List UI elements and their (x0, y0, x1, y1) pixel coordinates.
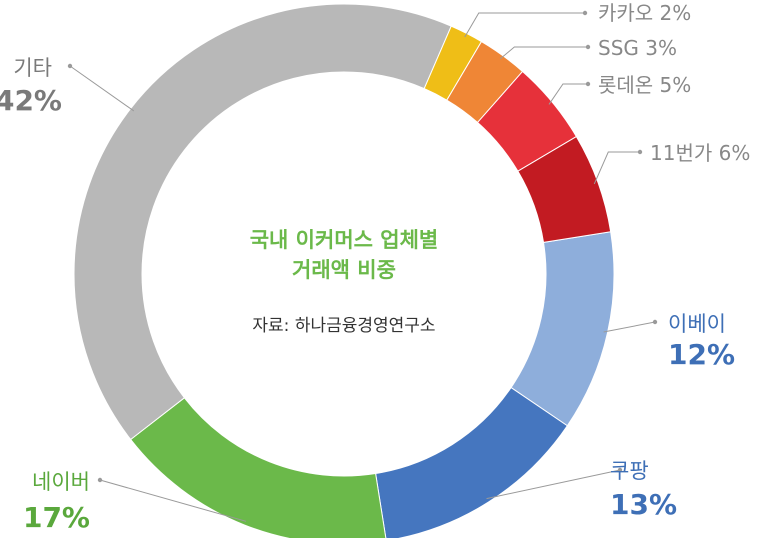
leader-dot-SSG (585, 44, 591, 50)
slice-네이버 (129, 397, 387, 538)
slice-쿠팡 (375, 386, 569, 538)
leader-dot-네이버 (97, 477, 103, 483)
label-11번가: 11번가 6% (650, 141, 750, 165)
slice-11번가 (517, 135, 612, 243)
slice-이베이 (510, 231, 615, 427)
leader-dot-이베이 (652, 319, 658, 325)
label-롯데온: 롯데온 5% (598, 73, 691, 97)
leader-롯데온 (548, 83, 588, 105)
leader-네이버 (99, 479, 247, 522)
pct-쿠팡: 13% (610, 488, 677, 521)
label-쿠팡: 쿠팡 (610, 459, 649, 483)
leader-SSG (500, 46, 588, 60)
pct-이베이: 12% (668, 338, 735, 371)
leader-dot-기타 (67, 63, 73, 69)
chart-source: 자료: 하나금융경영연구소 (252, 316, 435, 336)
donut-slices (73, 3, 615, 538)
pct-기타: 42% (0, 84, 62, 117)
leader-dot-11번가 (637, 149, 643, 155)
chart-title-line-2: 거래액 비중 (292, 258, 396, 282)
label-네이버: 네이버 (32, 470, 90, 494)
leader-이베이 (603, 321, 656, 333)
chart-title-line-1: 국내 이커머스 업체별 (250, 228, 439, 252)
leader-쿠팡 (486, 469, 621, 500)
label-기타: 기타 (13, 56, 52, 80)
label-카카오: 카카오 2% (598, 1, 691, 25)
label-이베이: 이베이 (668, 312, 726, 336)
leader-카카오 (464, 12, 585, 38)
leader-dot-롯데온 (585, 81, 591, 87)
label-SSG: SSG 3% (598, 36, 677, 60)
leader-기타 (69, 65, 135, 112)
leader-dot-카카오 (582, 10, 588, 16)
leader-dot-쿠팡 (617, 467, 623, 473)
pct-네이버: 17% (23, 501, 90, 534)
leader-lines (67, 10, 658, 522)
slice-기타 (73, 3, 452, 441)
leader-11번가 (593, 151, 640, 185)
